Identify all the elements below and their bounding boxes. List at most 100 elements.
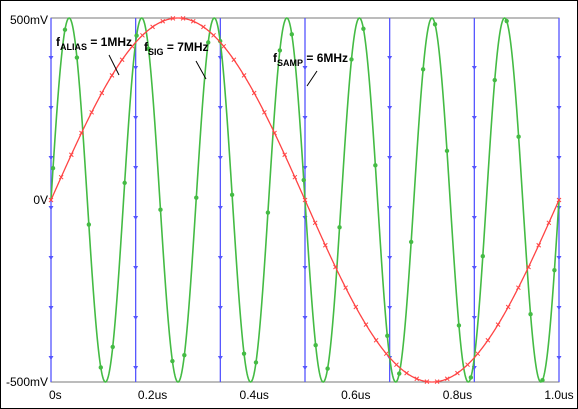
- sample-marker: [556, 156, 562, 160]
- alias-1mhz-point: [444, 376, 450, 382]
- sample-marker: [556, 56, 562, 60]
- alias-1mhz-point: [201, 24, 206, 30]
- sample-marker: [302, 166, 308, 170]
- alias-1mhz-point: [129, 43, 135, 49]
- annotation-sig: fSIG = 7MHz: [144, 40, 209, 57]
- alias-1mhz-point: [262, 109, 267, 115]
- signal-7mhz-point: [528, 312, 533, 317]
- sample-marker: [471, 116, 477, 120]
- x-tick-label: 0.6us: [341, 388, 370, 402]
- alias-1mhz-point: [109, 73, 115, 78]
- alias-1mhz-point: [536, 242, 542, 248]
- signal-7mhz-point: [397, 371, 402, 376]
- x-tick-label: 0.4us: [240, 388, 269, 402]
- sample-marker: [302, 66, 308, 70]
- alias-1mhz-point: [455, 370, 460, 376]
- alias-1mhz-point: [302, 197, 308, 203]
- sample-marker: [48, 306, 54, 310]
- signal-7mhz-point: [206, 40, 211, 45]
- alias-1mhz-point: [99, 90, 105, 96]
- sample-marker: [471, 216, 477, 220]
- annotation-samp: fSAMP = 6MHz: [273, 51, 348, 68]
- alias-1mhz-point: [160, 18, 166, 24]
- signal-7mhz-point: [170, 358, 175, 364]
- signal-7mhz-point: [540, 377, 545, 383]
- alias-1mhz-point: [353, 304, 359, 310]
- sample-marker: [556, 106, 562, 110]
- sample-marker: [471, 266, 477, 270]
- alias-1mhz-point: [251, 90, 257, 96]
- alias-1mhz-point: [363, 322, 369, 327]
- alias-1mhz-point: [383, 351, 389, 357]
- signal-7mhz-point: [74, 55, 80, 60]
- signal-7mhz-point: [385, 333, 390, 338]
- alias-1mhz-point: [465, 362, 470, 368]
- alias-1mhz-point: [434, 379, 440, 384]
- signal-7mhz-point: [62, 27, 68, 32]
- alias-1mhz-point: [312, 220, 318, 226]
- signal-7mhz-point: [349, 57, 354, 62]
- alias-1mhz-point: [140, 32, 145, 38]
- alias-1mhz-point: [505, 304, 511, 310]
- alias-1mhz-point: [221, 43, 227, 49]
- sample-marker: [217, 306, 223, 310]
- y-tick-label: -500mV: [6, 375, 48, 389]
- signal-7mhz-point: [420, 67, 426, 72]
- signal-7mhz-point: [504, 18, 509, 24]
- signal-7mhz-point: [373, 163, 378, 168]
- sample-marker: [48, 106, 54, 110]
- alias-1mhz-point: [333, 264, 338, 270]
- annotation-samp-leader: [306, 70, 318, 87]
- alias-1mhz-point: [556, 197, 562, 203]
- signal-7mhz-point: [241, 351, 247, 356]
- sample-marker: [471, 166, 477, 170]
- sample-marker: [217, 156, 223, 160]
- sample-marker: [133, 166, 139, 170]
- x-tick-label: 0.8us: [443, 388, 472, 402]
- alias-1mhz-point: [119, 57, 125, 63]
- annotations: fALIAS = 1MHz fSIG = 7MHz fSAMP = 6MHz: [56, 35, 348, 87]
- alias-1mhz-point: [516, 285, 521, 291]
- signal-7mhz-point: [50, 165, 56, 171]
- sample-marker: [133, 66, 139, 70]
- sample-marker: [133, 266, 139, 270]
- alias-1mhz-point: [58, 174, 64, 180]
- alias-1mhz-point: [485, 337, 491, 343]
- alias-1mhz-point: [190, 18, 196, 24]
- sample-marker: [471, 66, 477, 70]
- sample-marker: [387, 156, 393, 160]
- signal-7mhz-point: [456, 323, 462, 328]
- signal-7mhz-point: [86, 222, 92, 227]
- sample-marker: [217, 356, 223, 360]
- alias-1mhz-point: [170, 16, 176, 21]
- sample-marker: [471, 316, 477, 320]
- signal-7mhz-point: [552, 267, 557, 273]
- sample-marker: [133, 116, 139, 120]
- sample-marker: [302, 116, 308, 120]
- x-tick-label: 1.0us: [544, 388, 573, 402]
- signal-7mhz-point: [122, 180, 127, 186]
- signal-7mhz-point: [217, 38, 223, 44]
- alias-1mhz-point: [546, 220, 552, 226]
- sample-marker: [133, 216, 139, 220]
- signal-7mhz-point: [134, 33, 139, 38]
- alias-1mhz-point: [404, 370, 409, 376]
- alias-1mhz-point: [241, 73, 247, 78]
- signal-7mhz-point: [468, 375, 474, 380]
- x-tick-label: 0.2us: [138, 388, 167, 402]
- annotation-alias-leader: [108, 54, 120, 76]
- signal-7mhz-point: [253, 360, 259, 365]
- signal-7mhz-point: [158, 207, 163, 212]
- alias-1mhz-point: [231, 57, 237, 63]
- signal-7mhz-point: [480, 254, 485, 259]
- x-tick-label: 0s: [49, 388, 62, 402]
- sample-marker: [387, 306, 393, 310]
- series-layer: [48, 16, 562, 384]
- signal-7mhz-point: [110, 344, 115, 350]
- signal-7mhz-point: [301, 177, 306, 183]
- signal-7mhz-point: [289, 32, 294, 37]
- signal-7mhz-point: [229, 192, 235, 198]
- sample-marker: [556, 356, 562, 360]
- sample-marker: [48, 156, 54, 160]
